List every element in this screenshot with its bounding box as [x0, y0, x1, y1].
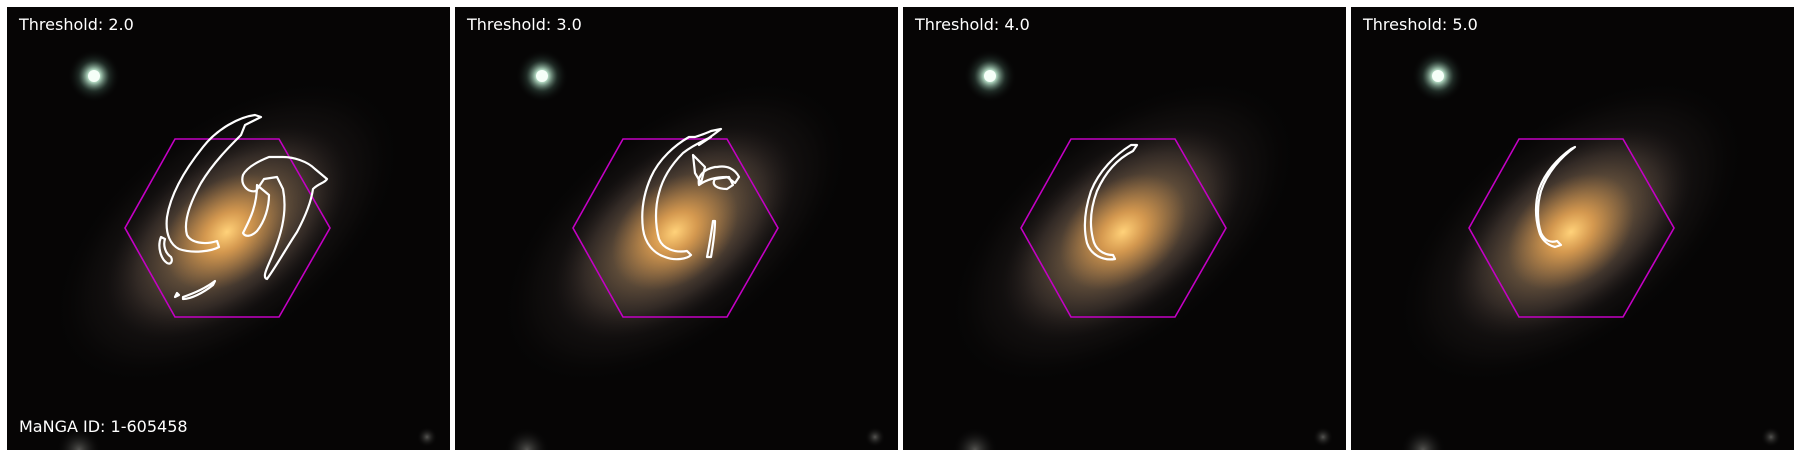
threshold-label: Threshold: 3.0	[467, 15, 582, 34]
spiral-arm-contour	[241, 155, 329, 281]
galaxy-panel-4: Threshold: 5.0	[1351, 7, 1794, 450]
ifu-hexagon	[124, 138, 331, 318]
spiral-arm-contour	[173, 291, 181, 299]
galaxy-image	[903, 7, 1346, 450]
spiral-arm-contour	[1083, 143, 1139, 261]
ifu-hexagon	[572, 138, 779, 318]
ifu-hexagon	[1020, 138, 1227, 318]
spiral-arm-contour	[158, 235, 173, 265]
spiral-arm-contour	[165, 113, 263, 253]
threshold-label: Threshold: 2.0	[19, 15, 134, 34]
manga-id-label: MaNGA ID: 1-605458	[19, 417, 188, 436]
spiral-arm-contour	[1534, 145, 1577, 249]
galaxy-image	[455, 7, 898, 450]
galaxy-panel-1: Threshold: 2.0 MaNGA ID: 1-605458	[7, 7, 450, 450]
galaxy-panel-2: Threshold: 3.0	[455, 7, 898, 450]
spiral-arm-contour	[712, 175, 735, 191]
threshold-label: Threshold: 5.0	[1363, 15, 1478, 34]
spiral-arm-contour	[241, 183, 271, 237]
galaxy-image	[1351, 7, 1794, 450]
spiral-arm-contour	[705, 219, 717, 259]
galaxy-panel-3: Threshold: 4.0	[903, 7, 1346, 450]
spiral-arm-contour	[181, 279, 217, 301]
threshold-label: Threshold: 4.0	[915, 15, 1030, 34]
spiral-arm-contour	[641, 127, 723, 261]
galaxy-image	[7, 7, 450, 450]
ifu-hexagon	[1468, 138, 1675, 318]
